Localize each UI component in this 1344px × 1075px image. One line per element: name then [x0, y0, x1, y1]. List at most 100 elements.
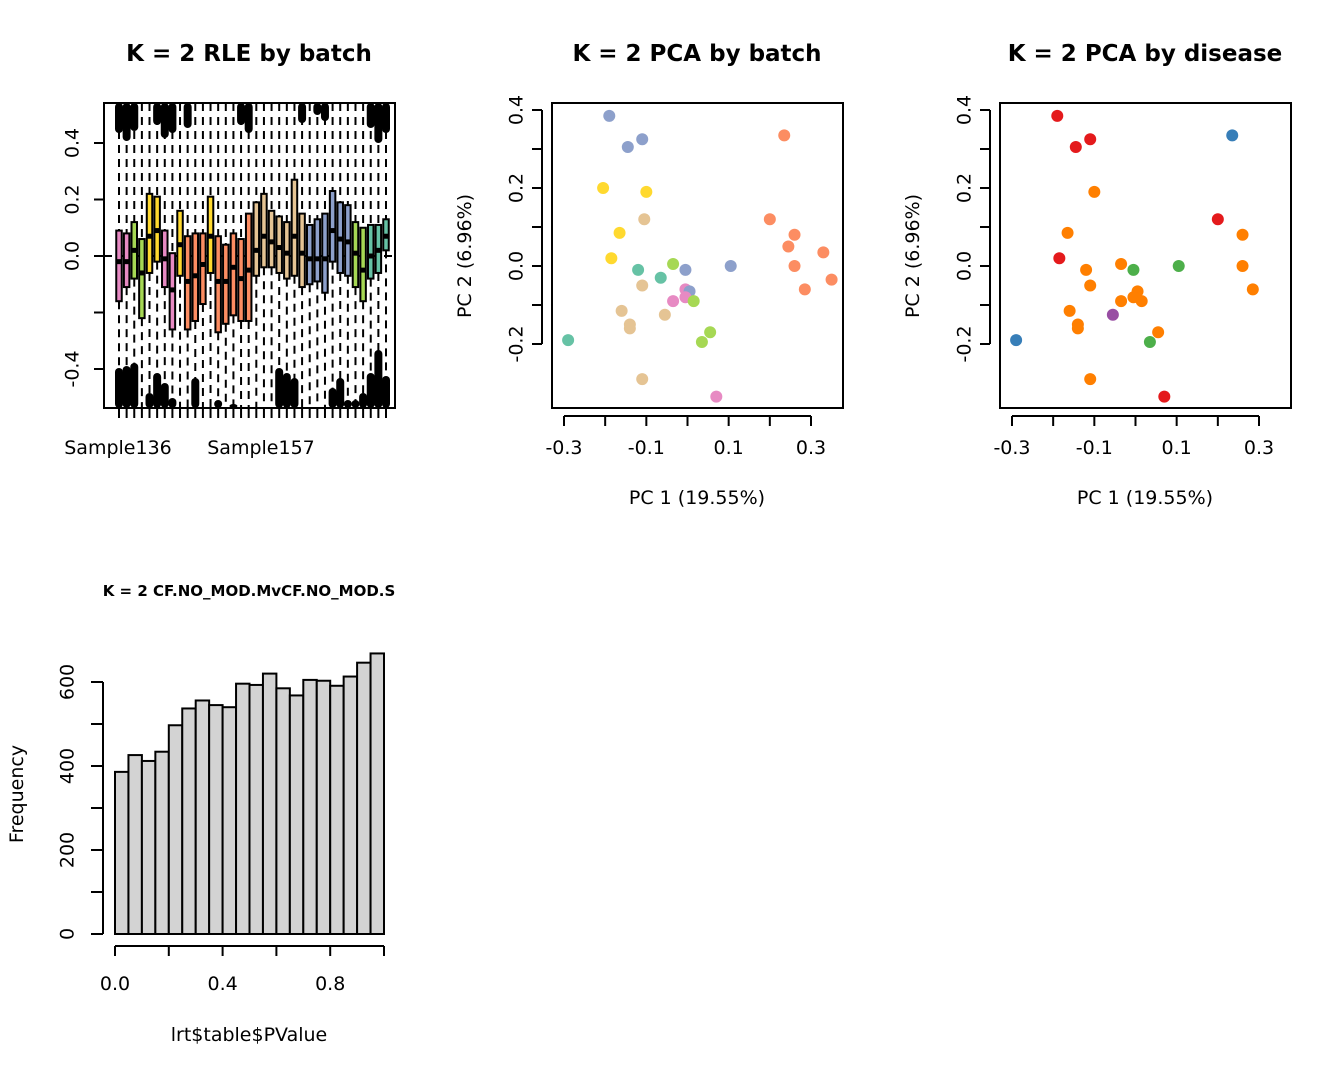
rle-axes: 0.4 0.2 0.0 -0.4 [62, 102, 396, 418]
pca-disease-point [1106, 308, 1119, 321]
rle-outliers-bottom [328, 388, 337, 408]
histogram-xtick-label: 0.4 [207, 973, 237, 995]
rle-box-body [298, 212, 306, 289]
rle-boxes [104, 103, 395, 408]
pvalue-histogram-panel: K = 2 CF.NO_MOD.MvCF.NO_MOD.S 0.0 0.4 0.80… [6, 582, 395, 1046]
rle-box [366, 103, 375, 408]
histogram-ylabel: Frequency [6, 745, 28, 843]
rle-box [313, 103, 322, 408]
rle-box-body [313, 218, 322, 283]
rle-box-body [275, 215, 283, 274]
pca-batch-point [825, 273, 838, 286]
rle-outliers-bottom [122, 366, 131, 408]
pca-batch-points [562, 109, 838, 403]
rle-ytick-label: 0.4 [62, 128, 84, 158]
pca-batch-point [603, 109, 616, 122]
rle-box [199, 103, 207, 408]
rle-box-body [214, 235, 222, 334]
rle-box [351, 103, 360, 408]
rle-boxplot-panel: K = 2 RLE by batch 0.4 0.2 0.0 -0.4 Sample1… [62, 41, 396, 459]
rle-box-body [267, 209, 276, 269]
rle-outliers-top [382, 103, 390, 133]
pca-batch-ylabel: PC 2 (6.96%) [454, 194, 476, 318]
rle-box [153, 103, 161, 408]
rle-box [298, 103, 306, 408]
rle-outliers-bottom [153, 373, 162, 408]
rle-box [229, 103, 238, 408]
pca-disease-points [1010, 109, 1259, 403]
rle-outliers-bottom [145, 393, 154, 408]
pca-batch-point [636, 373, 649, 386]
histogram-bar [329, 684, 345, 936]
pca-disease-point [1010, 334, 1023, 347]
pca-disease-point [1143, 336, 1156, 349]
pca-batch-point [636, 133, 649, 146]
pca-disease-point [1226, 129, 1239, 142]
rle-box [252, 103, 261, 408]
rle-outliers-top [320, 103, 329, 121]
rle-box-body [252, 201, 261, 277]
pca-disease-point [1158, 390, 1171, 403]
pca-batch-xtick-label: 0.1 [714, 437, 744, 459]
pca-disease-xtick-label: 0.3 [1244, 437, 1274, 459]
rle-box [275, 103, 283, 408]
pca-disease-ytick-label: 0.0 [954, 251, 976, 281]
histogram-xtick-label: 0.0 [100, 973, 130, 995]
histogram-ytick-label: 200 [57, 832, 79, 868]
rle-box [206, 103, 215, 408]
rle-box [305, 103, 314, 408]
pca-disease-panel: K = 2 PCA by disease -0.3 -0.1 0.1 0.3 0.4 0.… [902, 41, 1292, 509]
rle-outliers-bottom [191, 378, 200, 408]
histogram-bar [194, 699, 211, 935]
histogram-ytick-label: 0 [57, 928, 79, 940]
histogram-bar [342, 675, 359, 935]
pca-disease-point [1115, 295, 1128, 308]
rle-outliers-bottom [214, 400, 223, 408]
pca-disease-xlabel: PC 1 (19.55%) [1077, 487, 1213, 509]
rle-outliers-bottom [359, 393, 368, 408]
histogram-bar [221, 706, 238, 936]
pca-batch-ytick-label: 0.0 [506, 251, 528, 281]
pca-disease-point [1084, 133, 1097, 146]
histogram-ytick-label: 400 [57, 748, 79, 784]
rle-outliers-top [168, 103, 177, 133]
histogram-bar [261, 672, 278, 935]
histogram-bar [208, 704, 224, 935]
pca-disease-point [1069, 141, 1082, 154]
rle-outliers-top [298, 103, 307, 123]
histogram-bar [167, 724, 184, 936]
rle-outliers-top [122, 103, 131, 141]
pca-batch-point [632, 263, 645, 276]
rle-outliers-bottom [130, 363, 139, 408]
pca-disease-xtick-label: -0.3 [993, 437, 1030, 459]
rle-outliers-top [366, 103, 375, 128]
rle-outliers-bottom [343, 400, 352, 408]
pca-disease-point [1084, 279, 1097, 292]
rle-box-body [244, 212, 253, 322]
histogram-bar [356, 661, 372, 935]
rle-ytick-label: 0.0 [62, 241, 84, 271]
rle-box-body [328, 190, 337, 263]
rle-outliers-bottom [168, 398, 177, 408]
rle-box [138, 103, 146, 408]
rle-outliers-top [130, 103, 139, 131]
pca-batch-point [658, 308, 671, 321]
pca-batch-point [817, 246, 830, 259]
pca-batch-point [687, 295, 700, 308]
pca-disease-point [1051, 109, 1064, 122]
histogram-xlabel: lrt$table$PValue [171, 1024, 327, 1046]
rle-outliers-bottom [115, 368, 123, 408]
pca-disease-ytick-label: 0.2 [954, 173, 976, 203]
rle-xtick-label: Sample157 [207, 437, 315, 459]
histogram-xtick-label: 0.8 [315, 973, 345, 995]
pca-batch-axes: -0.3 -0.1 0.1 0.3 0.4 0.2 0.0 -0.2 [506, 95, 844, 459]
pca-batch-point [667, 258, 680, 271]
pca-batch-point [605, 252, 618, 265]
pca-disease-point [1236, 260, 1249, 272]
pca-batch-point [562, 334, 575, 347]
rle-box [130, 103, 139, 408]
histogram-ytick-label: 600 [57, 664, 79, 700]
rle-outliers-top [183, 103, 192, 128]
rle-box [161, 103, 169, 408]
